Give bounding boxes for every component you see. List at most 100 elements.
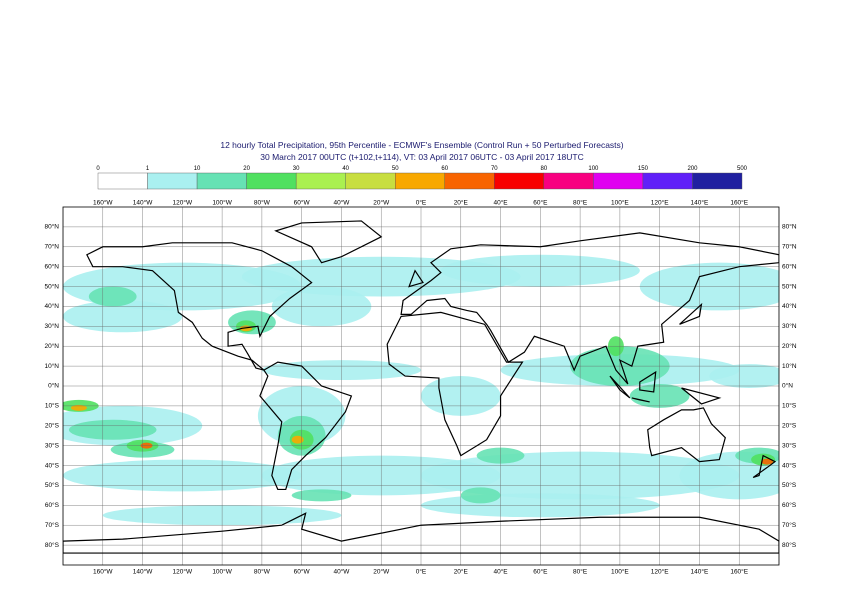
lat-label: 20°N bbox=[782, 342, 797, 350]
colorbar-box bbox=[692, 172, 743, 190]
lat-label: 50°N bbox=[782, 282, 797, 290]
coastline bbox=[609, 375, 631, 399]
lat-label: 40°S bbox=[45, 461, 60, 469]
colorbar-label: 20 bbox=[243, 166, 250, 172]
lon-label: 20°W bbox=[373, 199, 390, 207]
colorbar-box bbox=[543, 172, 594, 190]
lat-label: 20°S bbox=[782, 421, 797, 429]
precip-area bbox=[68, 419, 157, 440]
lon-label: 100°E bbox=[611, 199, 629, 207]
lon-label: 120°E bbox=[651, 199, 669, 207]
lat-label: 60°N bbox=[782, 262, 797, 270]
map bbox=[63, 207, 779, 565]
colorbar-label: 50 bbox=[392, 166, 399, 172]
coastline bbox=[408, 269, 424, 288]
map-frame bbox=[62, 206, 780, 566]
precip-area bbox=[291, 435, 304, 444]
coastline bbox=[274, 220, 383, 264]
colorbar-label: 80 bbox=[541, 166, 548, 172]
precip-area bbox=[291, 489, 352, 502]
coastline bbox=[259, 361, 353, 491]
colorbar-box bbox=[97, 172, 148, 190]
lat-label: 20°S bbox=[45, 421, 60, 429]
coastline bbox=[63, 512, 779, 554]
lon-label: 120°W bbox=[173, 568, 193, 576]
lon-label: 120°W bbox=[173, 199, 193, 207]
colorbar-label: 40 bbox=[342, 166, 349, 172]
lon-label: 80°E bbox=[573, 568, 588, 576]
lon-label: 20°E bbox=[454, 199, 469, 207]
precip-area bbox=[709, 364, 779, 388]
lat-label: 80°N bbox=[782, 223, 797, 231]
lon-label: 40°W bbox=[333, 199, 350, 207]
colorbar-box bbox=[395, 172, 445, 190]
precip-area bbox=[679, 451, 779, 500]
coastline bbox=[386, 311, 524, 457]
title: 12 hourly Total Precipitation, 95th Perc… bbox=[220, 140, 623, 150]
lon-label: 160°E bbox=[730, 199, 748, 207]
coastline bbox=[639, 370, 657, 393]
lat-label: 70°N bbox=[44, 242, 59, 250]
colorbar-box bbox=[196, 172, 247, 190]
lon-label: 100°E bbox=[611, 568, 629, 576]
lat-label: 20°N bbox=[44, 342, 59, 350]
colorbar-label: 0 bbox=[96, 166, 100, 172]
coastline bbox=[631, 397, 650, 403]
lat-label: 50°S bbox=[45, 481, 60, 489]
lat-label: 70°N bbox=[782, 242, 797, 250]
colorbar-label: 500 bbox=[737, 166, 748, 172]
lat-label: 0°N bbox=[782, 382, 793, 390]
lon-label: 140°E bbox=[691, 199, 709, 207]
lat-label: 30°S bbox=[782, 441, 797, 449]
lat-label: 80°S bbox=[45, 541, 60, 549]
lon-label: 140°W bbox=[133, 568, 153, 576]
colorbar-box bbox=[345, 172, 396, 190]
colorbar-label: 1 bbox=[146, 166, 150, 172]
colorbar-box bbox=[295, 172, 346, 190]
lat-label: 10°S bbox=[782, 402, 797, 410]
lat-label: 60°S bbox=[45, 501, 60, 509]
coastline bbox=[752, 454, 777, 479]
colorbar-label: 70 bbox=[491, 166, 498, 172]
lon-label: 80°W bbox=[254, 568, 271, 576]
precip-area bbox=[460, 487, 501, 504]
precip-area bbox=[70, 404, 87, 411]
lon-label: 20°E bbox=[454, 568, 469, 576]
lon-label: 140°W bbox=[133, 199, 153, 207]
coastline bbox=[400, 232, 779, 385]
colorbar-label: 60 bbox=[441, 166, 448, 172]
coastline bbox=[679, 302, 703, 325]
lon-label: 120°E bbox=[651, 568, 669, 576]
lat-label: 30°N bbox=[782, 322, 797, 330]
lon-label: 60°W bbox=[294, 568, 311, 576]
coastline bbox=[647, 407, 726, 463]
coastline bbox=[86, 242, 313, 371]
lat-label: 10°N bbox=[782, 362, 797, 370]
colorbar-box bbox=[494, 172, 545, 190]
colorbar-box bbox=[642, 172, 693, 190]
colorbar-label: 100 bbox=[588, 166, 599, 172]
lat-label: 60°N bbox=[44, 262, 59, 270]
subtitle: 30 March 2017 00UTC (t+102,t+114), VT: 0… bbox=[260, 152, 584, 162]
lon-label: 80°E bbox=[573, 199, 588, 207]
lat-label: 40°N bbox=[44, 302, 59, 310]
lat-label: 50°S bbox=[782, 481, 797, 489]
lon-label: 100°W bbox=[212, 568, 232, 576]
lat-label: 70°S bbox=[45, 521, 60, 529]
lat-label: 10°S bbox=[45, 402, 60, 410]
lat-label: 80°N bbox=[44, 223, 59, 231]
colorbar-label: 30 bbox=[293, 166, 300, 172]
lon-label: 60°W bbox=[294, 199, 311, 207]
lat-label: 0°N bbox=[48, 382, 59, 390]
precip-area bbox=[63, 300, 183, 333]
colorbar-box bbox=[246, 172, 297, 190]
lat-label: 40°S bbox=[782, 461, 797, 469]
lon-label: 80°W bbox=[254, 199, 271, 207]
lat-label: 60°S bbox=[782, 501, 797, 509]
lon-label: 160°W bbox=[93, 568, 113, 576]
colorbar-label: 10 bbox=[194, 166, 201, 172]
colorbar-label: 150 bbox=[638, 166, 649, 172]
lon-label: 40°W bbox=[333, 568, 350, 576]
lat-label: 10°N bbox=[44, 362, 59, 370]
lon-label: 0°E bbox=[416, 568, 427, 576]
